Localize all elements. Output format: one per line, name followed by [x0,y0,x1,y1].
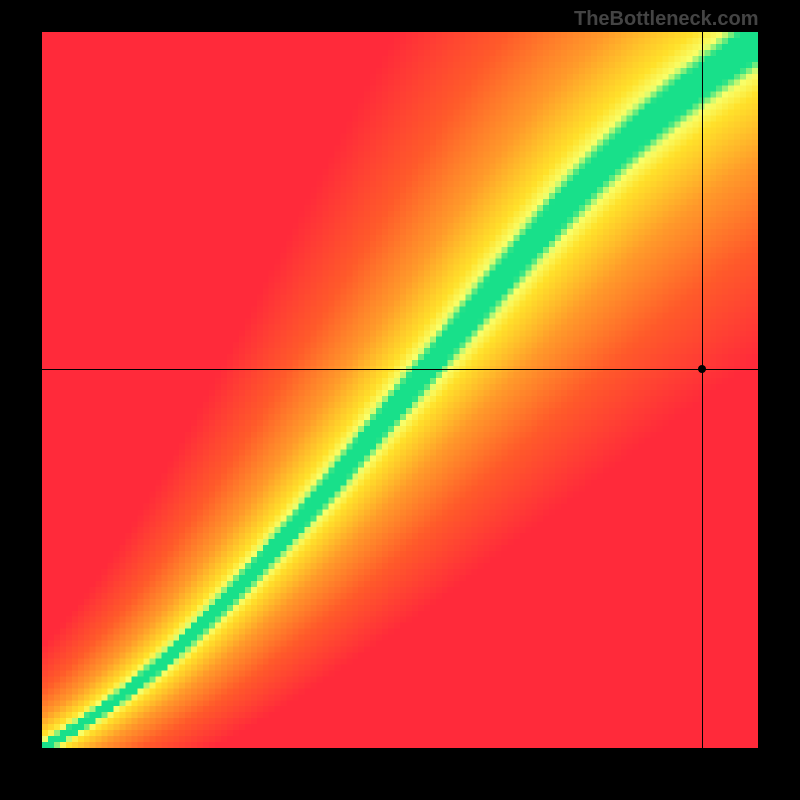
crosshair-vertical [702,32,703,748]
watermark-text: TheBottleneck.com [574,8,758,31]
crosshair-horizontal [42,369,758,370]
bottleneck-heatmap [42,32,758,748]
heatmap-canvas [42,32,758,748]
selected-point-marker [698,365,706,373]
